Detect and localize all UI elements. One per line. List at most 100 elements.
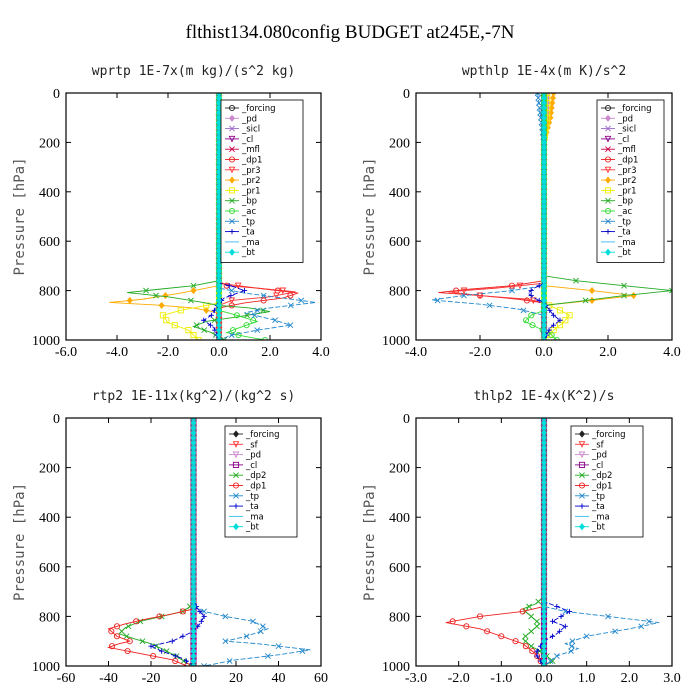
legend-label: _dp2 xyxy=(245,471,266,481)
legend-label: _cl xyxy=(245,461,257,471)
series-line-dp1 xyxy=(106,418,194,666)
data-point xyxy=(124,648,131,655)
data-point xyxy=(201,317,207,323)
data-point xyxy=(250,317,257,324)
legend-label: _forcing xyxy=(617,104,652,114)
data-point xyxy=(508,282,516,289)
panel-title: rtp2 1E-11x(kg^2)/(kg^2 s) xyxy=(92,389,296,404)
x-tick-label: 0 xyxy=(190,671,197,686)
data-point xyxy=(244,312,250,319)
legend-marker xyxy=(233,523,239,531)
legend-label: _bt xyxy=(617,248,632,258)
data-point xyxy=(630,291,637,300)
legend-label: _ta xyxy=(591,502,605,512)
legend-marker xyxy=(232,441,240,448)
legend-marker xyxy=(578,461,586,468)
legend: _forcing_sf_pd_cl_dp2_dp1_tp_ta_ma_bt xyxy=(224,425,298,538)
data-point xyxy=(190,282,197,289)
legend-marker xyxy=(578,451,586,459)
data-point xyxy=(533,623,540,630)
y-tick-label: 200 xyxy=(389,462,410,477)
legend-label: _pd xyxy=(617,114,633,124)
data-point xyxy=(133,618,140,625)
data-point xyxy=(233,312,240,319)
data-point xyxy=(541,337,547,340)
y-tick-label: 600 xyxy=(39,235,60,250)
series-line-ta xyxy=(149,418,205,666)
chart-panel: thlp2 1E-4x(K^2)/s Pressure [hPa] -3.0 -2.0… xyxy=(362,389,681,686)
data-point xyxy=(221,337,228,340)
data-point xyxy=(551,312,557,318)
series-line-pr2 xyxy=(109,93,220,340)
chart-panel: rtp2 1E-11x(kg^2)/(kg^2 s) Pressure [hPa]… xyxy=(12,389,328,686)
y-tick-label: 1000 xyxy=(382,334,410,349)
legend-marker xyxy=(578,482,586,489)
series-group xyxy=(431,93,672,340)
data-point xyxy=(153,292,159,299)
data-point xyxy=(516,282,524,290)
data-point xyxy=(113,623,121,630)
data-point xyxy=(179,608,186,615)
legend-marker xyxy=(229,146,235,153)
data-point xyxy=(259,623,266,630)
data-point xyxy=(569,638,576,645)
x-tick-label: 0.0 xyxy=(210,345,228,360)
series-line-dp2 xyxy=(521,418,554,666)
data-point xyxy=(460,287,468,295)
data-point xyxy=(275,643,282,650)
legend-marker xyxy=(232,482,240,489)
data-point xyxy=(434,297,441,304)
data-point xyxy=(549,618,556,624)
data-point xyxy=(589,287,595,295)
data-point xyxy=(536,104,543,111)
legend-marker xyxy=(579,430,585,438)
data-point xyxy=(463,623,470,630)
legend-marker xyxy=(604,187,612,194)
legend-label: _ta xyxy=(617,228,631,238)
chart-panel: wpthlp 1E-4x(m K)/s^2 Pressure [hPa] -4.0 -… xyxy=(362,64,681,360)
data-point xyxy=(163,317,170,324)
y-tick-label: 600 xyxy=(39,561,60,576)
data-point xyxy=(612,628,619,635)
x-tick-label: -1.0 xyxy=(490,671,512,686)
data-point xyxy=(150,653,157,660)
legend-marker xyxy=(604,166,612,174)
legend-label: _sicl xyxy=(241,125,260,135)
chart-panel: wprtp 1E-7x(m kg)/(s^2 kg) Pressure [hPa]… xyxy=(12,64,330,360)
legend-label: _cl xyxy=(241,135,253,145)
plot-frame xyxy=(65,92,322,341)
legend-label: _forcing xyxy=(241,104,276,114)
legend-label: _dp1 xyxy=(245,482,266,492)
data-point xyxy=(638,623,645,630)
data-point xyxy=(669,287,672,294)
y-tick-label: 0 xyxy=(403,412,410,427)
legend-label: _tp xyxy=(245,492,259,502)
data-point xyxy=(541,418,547,421)
legend-marker xyxy=(579,503,585,509)
y-tick-label: 1000 xyxy=(32,660,60,675)
data-point xyxy=(126,638,133,645)
legend-label: _ta xyxy=(245,502,259,512)
data-point xyxy=(143,287,149,294)
plot-frame xyxy=(415,417,673,667)
data-point xyxy=(201,663,208,666)
data-point xyxy=(556,307,564,314)
x-tick-label: -2.0 xyxy=(157,345,179,360)
data-point xyxy=(523,297,530,304)
y-tick-label: 400 xyxy=(39,511,60,526)
legend-marker xyxy=(232,461,240,468)
legend-label: _forcing xyxy=(245,430,280,440)
data-point xyxy=(156,613,163,620)
legend-label: _cl xyxy=(591,461,603,471)
x-tick-label: 20 xyxy=(229,671,243,686)
x-tick-label: -20 xyxy=(142,671,161,686)
legend-marker xyxy=(605,146,611,153)
legend-label: _pd xyxy=(591,451,607,461)
legend-label: _sicl xyxy=(617,125,636,135)
data-point xyxy=(526,603,532,610)
y-axis-label: Pressure [hPa] xyxy=(362,483,378,601)
data-point xyxy=(541,336,547,340)
y-axis-label: Pressure [hPa] xyxy=(362,157,378,275)
y-axis-label: Pressure [hPa] xyxy=(12,483,28,601)
series-line-ta xyxy=(534,418,571,666)
